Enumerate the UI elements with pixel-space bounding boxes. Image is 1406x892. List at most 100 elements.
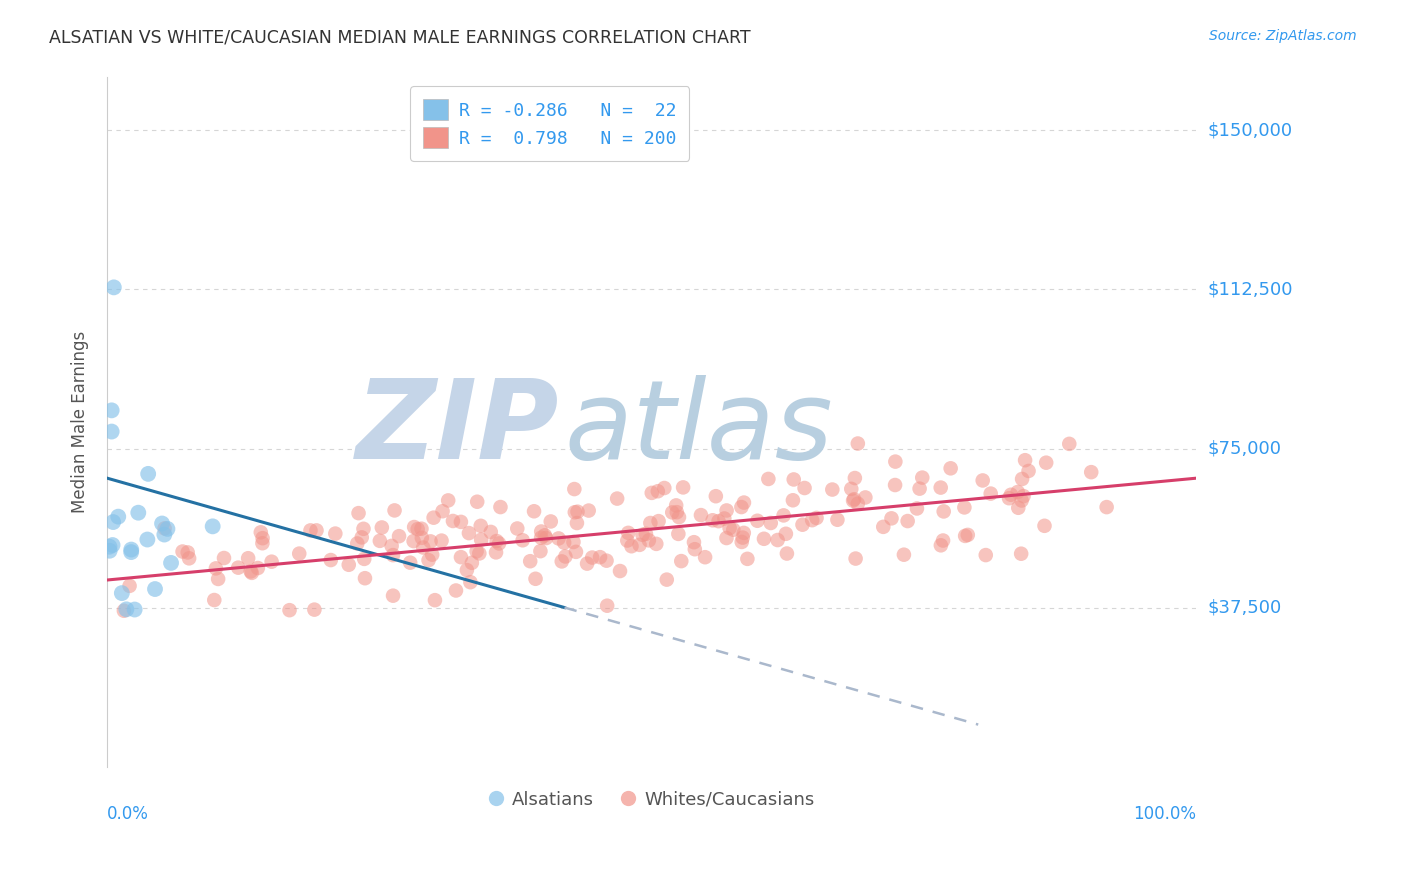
Point bbox=[806, 511, 828, 525]
Point bbox=[733, 525, 755, 540]
Point bbox=[845, 551, 868, 566]
Point bbox=[381, 539, 404, 553]
Point bbox=[432, 504, 454, 518]
Point bbox=[136, 533, 159, 547]
Point bbox=[1018, 464, 1040, 478]
Point bbox=[655, 573, 678, 587]
Point bbox=[853, 491, 876, 505]
Point bbox=[666, 527, 689, 541]
Point bbox=[529, 544, 551, 558]
Point bbox=[458, 526, 481, 541]
Point bbox=[278, 603, 301, 617]
Point bbox=[690, 508, 713, 522]
Point bbox=[450, 550, 472, 565]
Point bbox=[399, 556, 422, 570]
Point bbox=[98, 540, 121, 554]
Point bbox=[620, 539, 643, 553]
Legend: Alsatians, Whites/Caucasians: Alsatians, Whites/Caucasians bbox=[481, 783, 823, 816]
Point bbox=[419, 534, 441, 549]
Point bbox=[120, 545, 142, 559]
Point bbox=[98, 543, 121, 558]
Point bbox=[827, 513, 849, 527]
Point bbox=[506, 521, 529, 535]
Text: $150,000: $150,000 bbox=[1208, 121, 1292, 139]
Point bbox=[103, 280, 125, 294]
Point bbox=[353, 522, 375, 536]
Point bbox=[420, 548, 443, 562]
Point bbox=[112, 604, 135, 618]
Point bbox=[249, 525, 271, 540]
Point bbox=[647, 514, 669, 528]
Point bbox=[179, 551, 201, 566]
Point bbox=[456, 563, 478, 577]
Point bbox=[1059, 437, 1081, 451]
Point bbox=[540, 515, 562, 529]
Point bbox=[347, 506, 370, 520]
Point bbox=[880, 511, 903, 525]
Point bbox=[1000, 488, 1022, 502]
Point bbox=[1095, 500, 1118, 515]
Point bbox=[101, 515, 124, 529]
Point bbox=[299, 524, 322, 538]
Point bbox=[305, 524, 328, 538]
Point bbox=[733, 495, 755, 509]
Point bbox=[485, 534, 508, 549]
Point bbox=[404, 520, 426, 534]
Point bbox=[118, 579, 141, 593]
Point bbox=[596, 599, 619, 613]
Point bbox=[671, 554, 693, 568]
Point bbox=[756, 472, 779, 486]
Point bbox=[1007, 500, 1029, 515]
Point bbox=[530, 531, 553, 545]
Point bbox=[665, 505, 688, 519]
Point bbox=[479, 524, 502, 539]
Point bbox=[718, 521, 741, 535]
Point bbox=[932, 504, 955, 518]
Point bbox=[668, 510, 690, 524]
Point bbox=[776, 547, 799, 561]
Point bbox=[107, 509, 129, 524]
Point bbox=[489, 500, 512, 514]
Point bbox=[606, 491, 628, 506]
Point bbox=[240, 566, 263, 580]
Point bbox=[844, 471, 866, 485]
Point bbox=[553, 535, 575, 549]
Point bbox=[412, 541, 434, 555]
Point bbox=[609, 564, 631, 578]
Point bbox=[595, 554, 617, 568]
Point bbox=[716, 531, 738, 545]
Point bbox=[450, 515, 472, 529]
Point bbox=[980, 486, 1002, 500]
Point bbox=[519, 554, 541, 568]
Point bbox=[111, 586, 134, 600]
Point bbox=[547, 532, 569, 546]
Point bbox=[470, 533, 492, 547]
Point bbox=[115, 602, 138, 616]
Text: $112,500: $112,500 bbox=[1208, 280, 1292, 299]
Point bbox=[578, 503, 600, 517]
Point bbox=[683, 535, 706, 549]
Point bbox=[766, 533, 789, 547]
Point bbox=[842, 493, 865, 508]
Point bbox=[716, 503, 738, 517]
Point bbox=[422, 510, 444, 524]
Point bbox=[1011, 493, 1033, 508]
Point bbox=[972, 474, 994, 488]
Point bbox=[337, 558, 360, 572]
Point bbox=[534, 528, 557, 542]
Point bbox=[534, 531, 557, 545]
Point bbox=[647, 484, 669, 499]
Point bbox=[759, 516, 782, 530]
Point bbox=[411, 522, 433, 536]
Point bbox=[702, 513, 724, 527]
Point bbox=[731, 535, 754, 549]
Point bbox=[628, 538, 651, 552]
Point bbox=[382, 589, 405, 603]
Point bbox=[641, 486, 664, 500]
Point bbox=[665, 499, 688, 513]
Point bbox=[713, 511, 735, 525]
Point bbox=[846, 497, 869, 511]
Point bbox=[202, 593, 225, 607]
Point bbox=[368, 533, 391, 548]
Y-axis label: Median Male Earnings: Median Male Earnings bbox=[72, 331, 89, 513]
